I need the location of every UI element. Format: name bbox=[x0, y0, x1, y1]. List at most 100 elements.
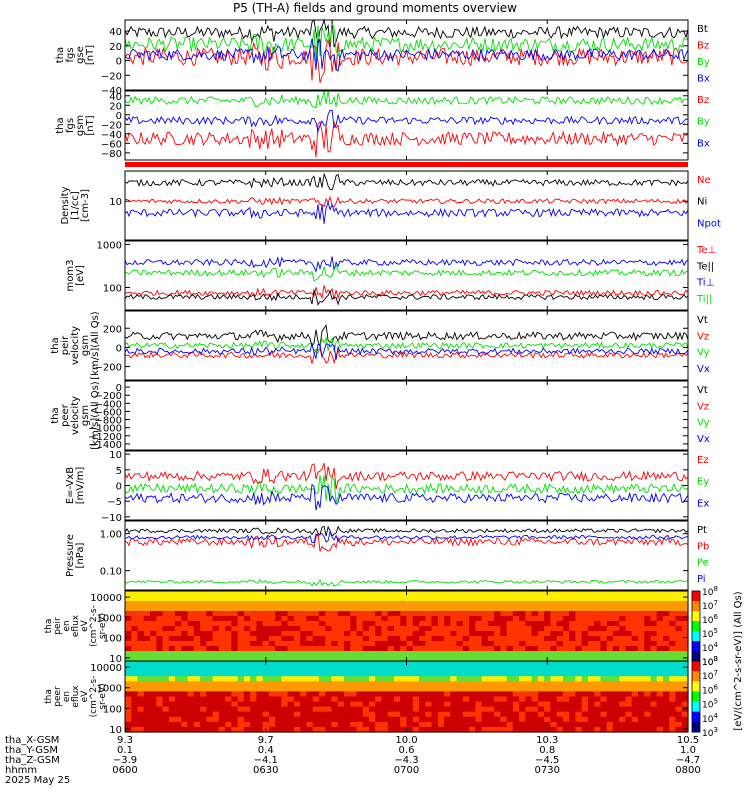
heatmap-cell bbox=[556, 711, 564, 718]
heatmap-cell bbox=[425, 626, 433, 632]
heatmap-cell bbox=[231, 606, 239, 612]
heatmap-cell bbox=[306, 681, 314, 687]
heatmap-cell bbox=[400, 671, 408, 677]
heatmap-cell bbox=[675, 611, 683, 617]
heatmap-cell bbox=[456, 706, 464, 713]
heatmap-cell bbox=[237, 666, 245, 672]
heatmap-cell bbox=[343, 726, 351, 733]
heatmap-cell bbox=[225, 681, 232, 687]
heatmap-cell bbox=[387, 711, 395, 718]
heatmap-cell bbox=[356, 726, 364, 733]
heatmap-cell bbox=[544, 691, 551, 698]
heatmap-cell bbox=[337, 651, 345, 657]
heatmap-cell bbox=[187, 631, 195, 637]
heatmap-cell bbox=[475, 601, 483, 607]
heatmap-cell bbox=[243, 716, 251, 723]
heatmap-cell bbox=[225, 706, 232, 713]
heatmap-cell bbox=[419, 691, 426, 698]
heatmap-cell bbox=[281, 671, 289, 677]
heatmap-cell bbox=[250, 641, 257, 647]
heatmap-cell bbox=[168, 716, 176, 723]
heatmap-cell bbox=[519, 701, 526, 708]
heatmap-cell bbox=[343, 631, 351, 637]
heatmap-cell bbox=[562, 606, 570, 612]
heatmap-cell bbox=[350, 671, 358, 677]
heatmap-cell bbox=[237, 671, 245, 677]
heatmap-cell bbox=[168, 666, 176, 672]
heatmap-cell bbox=[500, 626, 508, 632]
heatmap-cell bbox=[506, 696, 514, 703]
heatmap-cell bbox=[175, 616, 182, 622]
heatmap-cell bbox=[519, 596, 526, 602]
series-line-pressure-0 bbox=[124, 525, 689, 537]
heatmap-cell bbox=[650, 646, 658, 652]
heatmap-cell bbox=[162, 606, 170, 612]
heatmap-cell bbox=[369, 716, 376, 723]
heatmap-cell bbox=[337, 596, 345, 602]
heatmap-cell bbox=[212, 606, 220, 612]
heatmap-cell bbox=[394, 636, 401, 642]
heatmap-cell bbox=[400, 656, 408, 662]
heatmap-cell bbox=[594, 611, 602, 617]
heatmap-cell bbox=[600, 691, 608, 698]
y-axis-label: [km/s](All Qs) bbox=[90, 381, 101, 449]
heatmap-cell bbox=[512, 691, 520, 698]
heatmap-cell bbox=[150, 701, 157, 708]
heatmap-cell bbox=[412, 616, 420, 622]
heatmap-cell bbox=[437, 661, 445, 667]
heatmap-cell bbox=[318, 631, 326, 637]
heatmap-cell bbox=[531, 691, 539, 698]
series-line-pressure-2 bbox=[124, 578, 689, 587]
heatmap-cell bbox=[175, 726, 182, 733]
heatmap-cell bbox=[656, 706, 664, 713]
heatmap-cell bbox=[619, 676, 627, 682]
heatmap-cell bbox=[594, 701, 602, 708]
heatmap-cell bbox=[387, 591, 395, 597]
heatmap-cell bbox=[143, 676, 151, 682]
heatmap-cell bbox=[675, 636, 683, 642]
heatmap-cell bbox=[362, 681, 370, 687]
heatmap-cell bbox=[325, 716, 333, 723]
heatmap-cell bbox=[556, 691, 564, 698]
heatmap-cell bbox=[306, 671, 314, 677]
y-axis-label: tha bbox=[50, 337, 61, 353]
heatmap-cell bbox=[318, 676, 326, 682]
heatmap-cell bbox=[150, 666, 157, 672]
heatmap-cell bbox=[237, 606, 245, 612]
heatmap-cell bbox=[231, 676, 239, 682]
heatmap-cell bbox=[262, 706, 270, 713]
heatmap-cell bbox=[337, 726, 345, 733]
heatmap-cell bbox=[175, 596, 182, 602]
heatmap-cell bbox=[312, 641, 320, 647]
heatmap-cell bbox=[550, 616, 558, 622]
heatmap-cell bbox=[644, 716, 652, 723]
heatmap-cell bbox=[669, 636, 677, 642]
heatmap-cell bbox=[644, 671, 652, 677]
heatmap-cell bbox=[156, 686, 164, 693]
heatmap-cell bbox=[168, 721, 176, 728]
colorbar-tick-label: 108 bbox=[702, 585, 718, 598]
heatmap-cell bbox=[456, 651, 464, 657]
heatmap-cell bbox=[394, 651, 401, 657]
heatmap-cell bbox=[212, 671, 220, 677]
heatmap-cell bbox=[656, 656, 664, 662]
heatmap-cell bbox=[631, 676, 639, 682]
heatmap-cell bbox=[481, 726, 489, 733]
heatmap-cell bbox=[644, 676, 652, 682]
colorbar-band bbox=[692, 691, 700, 703]
colorbar-band bbox=[692, 671, 700, 682]
heatmap-cell bbox=[537, 661, 545, 667]
heatmap-cell bbox=[312, 701, 320, 708]
heatmap-cell bbox=[625, 626, 633, 632]
heatmap-cell bbox=[206, 666, 214, 672]
heatmap-cell bbox=[544, 681, 551, 687]
y-axis-label: velocity bbox=[70, 326, 81, 365]
heatmap-cell bbox=[612, 696, 620, 703]
heatmap-cell bbox=[212, 611, 220, 617]
heatmap-cell bbox=[419, 716, 426, 723]
heatmap-cell bbox=[337, 606, 345, 612]
x-axis-row-label: 2025 May 25 bbox=[5, 775, 70, 786]
heatmap-cell bbox=[575, 686, 583, 693]
heatmap-cell bbox=[638, 696, 645, 703]
heatmap-cell bbox=[481, 681, 489, 687]
